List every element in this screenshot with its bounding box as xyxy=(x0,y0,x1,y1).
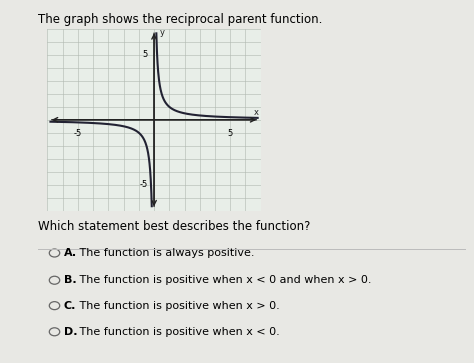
Text: -5: -5 xyxy=(74,129,82,138)
Text: A.: A. xyxy=(64,248,77,258)
Text: 5: 5 xyxy=(143,50,148,60)
Text: The function is positive when x < 0.: The function is positive when x < 0. xyxy=(76,327,280,337)
Text: The graph shows the reciprocal parent function.: The graph shows the reciprocal parent fu… xyxy=(38,13,322,26)
Text: -5: -5 xyxy=(140,180,148,189)
Text: 5: 5 xyxy=(228,129,233,138)
Text: The function is positive when x < 0 and when x > 0.: The function is positive when x < 0 and … xyxy=(76,275,371,285)
Text: C.: C. xyxy=(64,301,76,311)
Text: x: x xyxy=(254,108,259,117)
Text: B.: B. xyxy=(64,275,77,285)
Text: D.: D. xyxy=(64,327,77,337)
Text: y: y xyxy=(159,28,164,37)
Text: The function is always positive.: The function is always positive. xyxy=(76,248,255,258)
Text: Which statement best describes the function?: Which statement best describes the funct… xyxy=(38,220,310,233)
Text: The function is positive when x > 0.: The function is positive when x > 0. xyxy=(76,301,280,311)
